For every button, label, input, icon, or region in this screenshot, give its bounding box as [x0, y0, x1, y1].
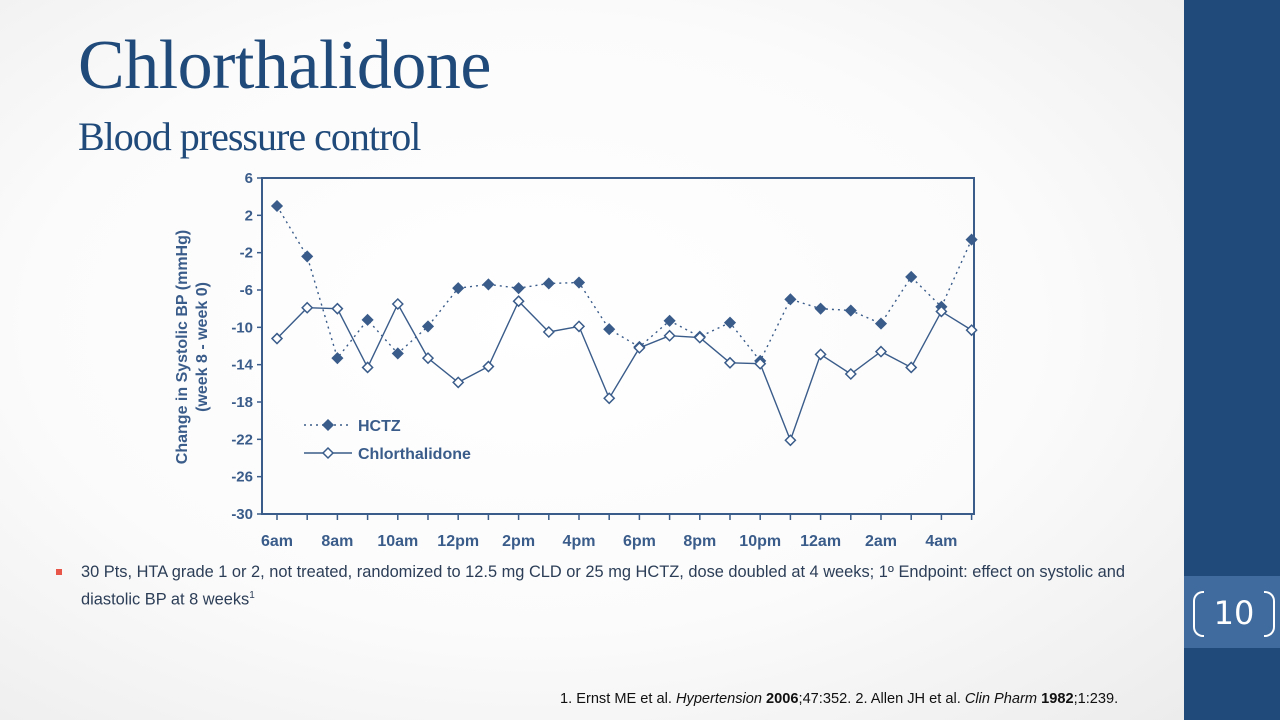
- chlorthalidone-point: [391, 297, 404, 311]
- hctz-point: [421, 320, 435, 333]
- x-tick-label: 6pm: [623, 533, 656, 550]
- ref-1-rest: ;47:352.: [798, 691, 856, 707]
- x-tick-label: 2am: [865, 533, 897, 550]
- x-tick-label: 8am: [321, 533, 353, 550]
- y-tick-label: -2: [240, 245, 253, 262]
- chlorthalidone-point: [784, 434, 797, 447]
- chlorthalidone-point: [572, 320, 586, 333]
- bullet-marker: [56, 569, 62, 575]
- ref-1-journal: Hypertension: [675, 691, 762, 707]
- y-axis-label: Change in Systolic BP (mmHg): [174, 230, 191, 464]
- y-tick-label: -26: [231, 469, 253, 486]
- legend-marker: [321, 446, 335, 460]
- legend-marker: [321, 418, 335, 432]
- chlorthalidone-point: [935, 305, 948, 318]
- x-tick-label: 2pm: [502, 533, 535, 550]
- legend-label-hctz: HCTZ: [358, 418, 401, 435]
- references: 1. Ernst ME et al. Hypertension 2006;47:…: [560, 691, 1180, 707]
- y-tick-label: -10: [231, 319, 253, 336]
- chlorthalidone-point: [270, 332, 284, 345]
- chlorthalidone-point: [482, 360, 495, 373]
- x-tick-label: 12pm: [437, 533, 479, 550]
- slide-background: [0, 0, 1184, 720]
- x-tick-label: 4pm: [563, 533, 596, 550]
- y-tick-label: -30: [231, 506, 253, 523]
- chlorthalidone-point: [905, 361, 918, 374]
- x-tick-label: 8pm: [683, 533, 716, 550]
- ref-1-prefix: 1. Ernst ME et al.: [560, 691, 676, 707]
- ref-2-prefix: 2. Allen JH et al.: [855, 691, 965, 707]
- hctz-point: [482, 278, 495, 291]
- x-tick-label: 10am: [377, 533, 418, 550]
- y-tick-label: 2: [245, 207, 253, 224]
- slide-title: Chlorthalidone: [78, 27, 491, 104]
- y-tick-label: -18: [231, 394, 253, 411]
- hctz-point: [663, 314, 676, 327]
- chlorthalidone-point: [452, 376, 465, 389]
- x-tick-label: 12am: [800, 533, 841, 550]
- bullet-superscript: 1: [249, 590, 255, 601]
- chlorthalidone-point: [361, 361, 374, 374]
- chlorthalidone-point: [663, 329, 676, 342]
- chlorthalidone-point: [331, 302, 344, 315]
- chlorthalidone-point: [512, 295, 525, 308]
- hctz-point: [542, 277, 555, 290]
- x-tick-label: 4am: [925, 533, 957, 550]
- hctz-point: [270, 199, 284, 213]
- y-axis-label-sub: (week 8 - week 0): [194, 282, 211, 412]
- hctz-point: [905, 270, 918, 283]
- bp-chart: 6 2 -2 -6 -10 -14 -18 -22 -26 -30 6am 8am 10am 12pm 2p…: [174, 170, 978, 550]
- hctz-point: [361, 313, 374, 326]
- ref-2-year: 1982: [1041, 691, 1074, 707]
- ref-1-year: 2006: [766, 691, 799, 707]
- y-tick-label: -6: [240, 282, 253, 299]
- chlorthalidone-point: [301, 301, 314, 314]
- hctz-point: [965, 233, 978, 246]
- hctz-point: [512, 282, 525, 295]
- chlorthalidone-point: [965, 324, 978, 337]
- hctz-point: [603, 323, 616, 336]
- chlorthalidone-point: [874, 345, 888, 358]
- chlorthalidone-point: [542, 325, 555, 339]
- ref-2-rest: ;1:239.: [1073, 691, 1119, 707]
- x-tick-label: 6am: [261, 533, 293, 550]
- chlorthalidone-point: [421, 352, 435, 365]
- hctz-point: [874, 317, 888, 330]
- ref-2-journal: Clin Pharm: [964, 691, 1038, 707]
- plot-frame: [261, 177, 975, 515]
- hctz-point: [391, 347, 404, 360]
- chlorthalidone-line: [276, 299, 972, 443]
- chlorthalidone-point: [633, 341, 646, 354]
- x-tick-label: 10pm: [739, 533, 781, 550]
- chlorthalidone-point: [723, 356, 737, 369]
- hctz-point: [784, 293, 797, 306]
- page-bracket-left: [1193, 591, 1204, 637]
- hctz-line: [276, 205, 973, 363]
- legend-label-chlorthalidone: Chlorthalidone: [358, 446, 471, 463]
- chlorthalidone-point: [693, 331, 706, 344]
- chlorthalidone-point: [814, 348, 827, 361]
- hctz-point: [572, 276, 586, 289]
- y-tick-label: -22: [231, 431, 253, 448]
- study-bullet: 30 Pts, HTA grade 1 or 2, not treated, r…: [81, 561, 1161, 611]
- hctz-point: [844, 304, 857, 317]
- page-number: 10: [1213, 594, 1255, 632]
- hctz-point: [814, 302, 827, 315]
- hctz-point: [331, 352, 344, 365]
- chlorthalidone-point: [603, 392, 616, 405]
- y-tick-label: -14: [231, 357, 253, 374]
- hctz-point: [452, 282, 465, 295]
- slide-subtitle: Blood pressure control: [78, 114, 421, 159]
- y-tick-label: 6: [245, 170, 253, 187]
- chlorthalidone-point: [844, 367, 857, 381]
- study-bullet-text: 30 Pts, HTA grade 1 or 2, not treated, r…: [81, 563, 1126, 609]
- hctz-point: [301, 250, 314, 263]
- chlorthalidone-point: [754, 357, 767, 370]
- hctz-point: [723, 316, 737, 329]
